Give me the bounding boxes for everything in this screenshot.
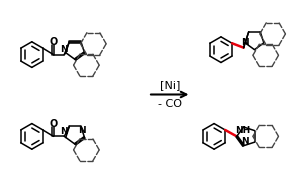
Text: [Ni]: [Ni] xyxy=(160,80,180,90)
Text: N: N xyxy=(78,126,86,135)
Text: N: N xyxy=(241,137,248,146)
Text: N: N xyxy=(60,45,68,54)
Text: N: N xyxy=(241,38,248,47)
Text: NH: NH xyxy=(235,126,250,136)
Text: O: O xyxy=(49,37,57,47)
Text: - CO: - CO xyxy=(158,99,182,109)
Text: O: O xyxy=(49,119,57,129)
Text: N: N xyxy=(60,127,68,136)
